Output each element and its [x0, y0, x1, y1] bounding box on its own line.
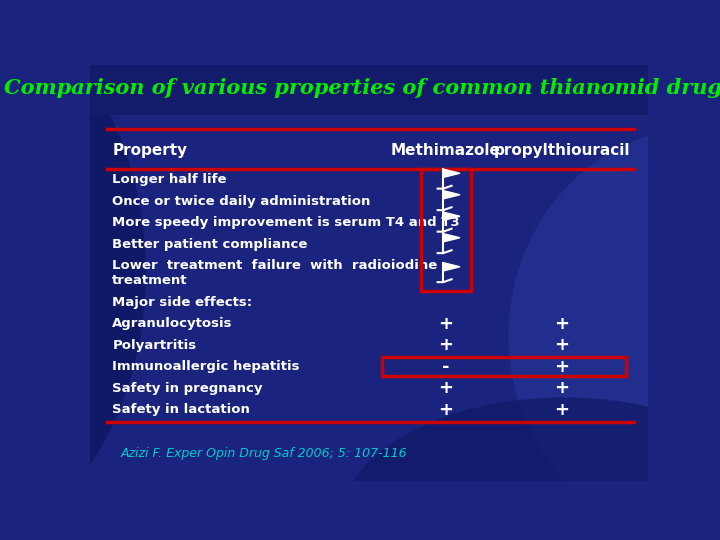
Text: Safety in lactation: Safety in lactation [112, 403, 250, 416]
Text: +: + [438, 379, 454, 397]
Bar [382, 357, 626, 376]
Ellipse shape [0, 0, 145, 540]
Polygon shape [444, 212, 460, 220]
Text: +: + [554, 379, 569, 397]
Text: Immunoallergic hepatitis: Immunoallergic hepatitis [112, 360, 300, 373]
Text: More speedy improvement is serum T4 and T3: More speedy improvement is serum T4 and … [112, 216, 460, 229]
Text: propylthiouracil: propylthiouracil [493, 143, 630, 158]
Bar [90, 65, 648, 114]
Text: Safety in pregnancy: Safety in pregnancy [112, 382, 263, 395]
Text: +: + [554, 336, 569, 354]
Text: treatment: treatment [112, 274, 188, 287]
Text: Major side effects:: Major side effects: [112, 295, 253, 308]
Text: Once or twice daily administration: Once or twice daily administration [112, 194, 371, 207]
Text: +: + [554, 401, 569, 418]
Polygon shape [444, 262, 460, 271]
Polygon shape [444, 169, 460, 178]
Text: Property: Property [112, 143, 187, 158]
Bar [421, 168, 471, 291]
Polygon shape [444, 191, 460, 199]
Text: Comparison of various properties of common thianomid drugs: Comparison of various properties of comm… [4, 78, 720, 98]
Text: Methimazole: Methimazole [391, 143, 501, 158]
Text: +: + [438, 336, 454, 354]
Text: +: + [438, 315, 454, 333]
Ellipse shape [341, 397, 720, 540]
Text: Polyartritis: Polyartritis [112, 339, 197, 352]
Text: -: - [442, 357, 450, 375]
Text: Agranulocytosis: Agranulocytosis [112, 317, 233, 330]
Text: Azizi F. Exper Opin Drug Saf 2006; 5: 107-116: Azizi F. Exper Opin Drug Saf 2006; 5: 10… [121, 447, 408, 460]
Polygon shape [444, 234, 460, 242]
Text: +: + [554, 357, 569, 375]
Text: Longer half life: Longer half life [112, 173, 227, 186]
Text: +: + [554, 315, 569, 333]
Text: Lower  treatment  failure  with  radioiodine: Lower treatment failure with radioiodine [112, 259, 438, 272]
Text: Better patient compliance: Better patient compliance [112, 238, 307, 251]
Ellipse shape [508, 127, 720, 540]
Text: +: + [438, 401, 454, 418]
